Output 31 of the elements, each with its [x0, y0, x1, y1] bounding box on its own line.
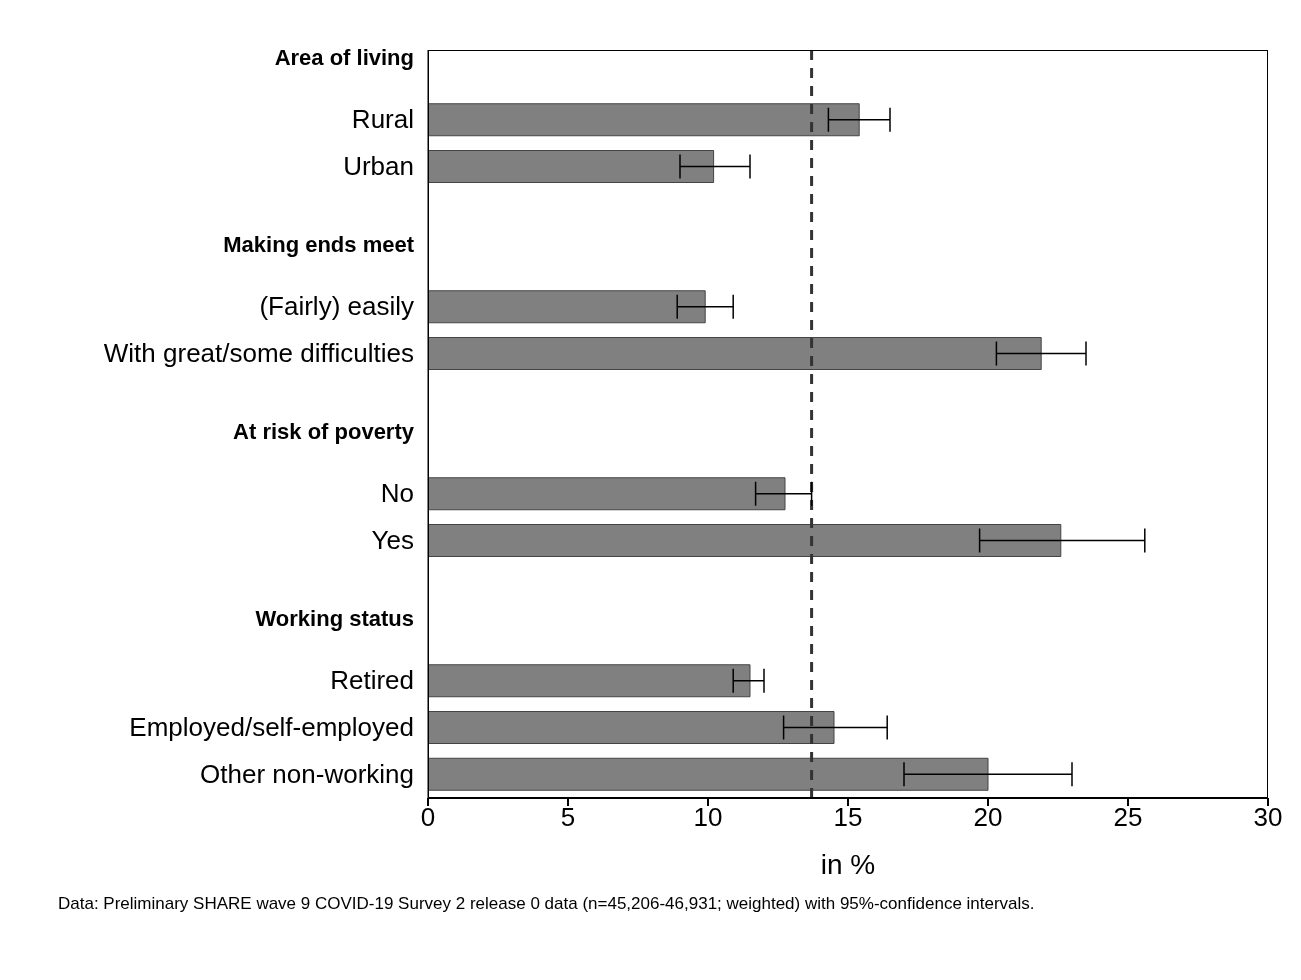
y-tick-label: Employed/self-employed: [129, 711, 414, 742]
bar: [428, 290, 706, 324]
bar: [428, 103, 860, 137]
y-tick-label: No: [380, 478, 414, 509]
bar: [428, 664, 751, 698]
x-tick-label: 20: [973, 802, 1003, 833]
y-tick-label: At risk of poverty: [233, 419, 415, 445]
x-tick-label: 15: [833, 802, 863, 833]
y-tick-label: Working status: [255, 606, 414, 632]
y-tick-label: (Fairly) easily: [259, 291, 414, 322]
y-tick-label: Area of living: [274, 45, 414, 71]
bar: [428, 711, 835, 744]
y-tick-label: Retired: [330, 665, 414, 696]
y-tick-label: Rural: [351, 104, 414, 135]
bar: [428, 524, 1062, 557]
y-tick-label: Yes: [371, 524, 414, 555]
x-tick-label: 30: [1253, 802, 1283, 833]
x-axis-title: in %: [820, 849, 876, 880]
x-tick-label: 25: [1113, 802, 1143, 833]
bar: [428, 150, 715, 183]
x-tick-label: 0: [420, 802, 436, 833]
y-tick-label: Making ends meet: [223, 232, 415, 258]
y-tick-label: Urban: [343, 150, 414, 181]
bar: [428, 757, 989, 791]
y-tick-label: With great/some difficulties: [103, 337, 414, 368]
y-tick-label: Other non-working: [200, 758, 414, 789]
x-tick-label: 10: [693, 802, 723, 833]
text: Data: Preliminary SHARE wave 9 COVID-19 Survey 2 release 0 data (n=45,206-46,931; weighted) with 95%-confidence intervals.: [57, 893, 1036, 914]
bar: [428, 337, 1042, 370]
x-tick-label: 5: [560, 802, 576, 833]
bar: [428, 477, 786, 511]
